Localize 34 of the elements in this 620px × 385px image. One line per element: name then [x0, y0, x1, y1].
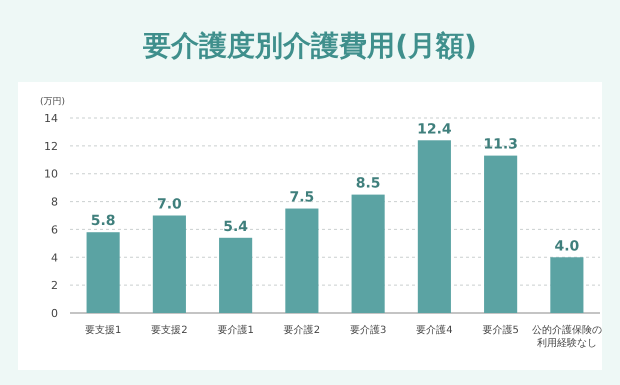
y-tick-label: 14	[44, 112, 58, 125]
y-axis-title: (万円)	[40, 97, 66, 107]
bar	[418, 140, 451, 313]
y-tick-label: 4	[51, 251, 58, 264]
y-tick-label: 6	[51, 223, 58, 236]
x-tick-label: 公的介護保険の利用経験なし	[532, 324, 602, 349]
bar	[152, 216, 186, 313]
x-tick-label: 要介護5	[482, 324, 519, 336]
y-tick-label: 10	[44, 168, 58, 181]
y-tick-label: 0	[51, 307, 58, 320]
y-tick-label: 2	[51, 279, 58, 292]
bar	[352, 194, 385, 313]
bar	[484, 156, 518, 313]
bar	[219, 238, 252, 313]
data-label: 7.5	[289, 190, 314, 206]
bar	[86, 232, 120, 313]
data-label: 4.0	[554, 238, 580, 254]
x-tick-label: 要介護1	[217, 324, 254, 336]
x-tick-label: 要支援2	[151, 324, 188, 336]
y-tick-label: 12	[44, 140, 58, 153]
data-label: 5.8	[90, 213, 116, 230]
x-tick-label: 要支援1	[84, 324, 122, 336]
y-tick-label: 8	[51, 196, 58, 209]
data-label: 8.5	[356, 176, 381, 192]
x-tick-label: 要介護2	[284, 324, 320, 336]
chart-title: 要介護度別介護費用(月額)	[142, 29, 477, 62]
x-tick-label: 要介護4	[416, 324, 453, 336]
data-label: 5.4	[223, 218, 248, 235]
x-tick-label: 要介護3	[350, 324, 386, 336]
bar	[550, 257, 584, 313]
bar	[285, 208, 318, 313]
data-label: 12.4	[417, 121, 452, 138]
data-label: 11.3	[483, 136, 518, 153]
data-label: 7.0	[156, 196, 182, 212]
